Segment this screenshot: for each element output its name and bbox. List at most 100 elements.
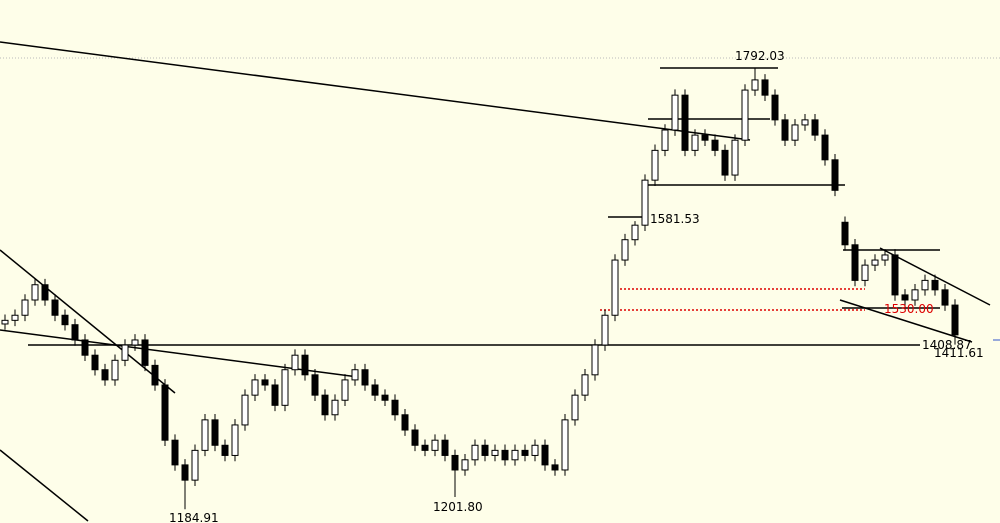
candle-body: [611, 259, 619, 316]
candle-body: [341, 379, 349, 401]
candle-body: [21, 299, 29, 316]
candle-body: [491, 449, 499, 456]
candle-body: [671, 94, 679, 131]
candle-body: [351, 369, 359, 381]
candle-body: [461, 459, 469, 471]
candle-body: [881, 254, 889, 261]
candle-body: [191, 449, 199, 481]
candle-body: [511, 449, 519, 461]
candle-body: [51, 299, 59, 316]
candle-body: [541, 444, 549, 466]
candle-body: [231, 424, 239, 456]
candle-body: [911, 289, 919, 301]
candle-body: [941, 289, 949, 306]
candle-body: [741, 89, 749, 141]
candle-body: [921, 279, 929, 291]
candle-body: [641, 179, 649, 226]
candle-body: [891, 254, 899, 296]
candle-body: [581, 374, 589, 396]
candle-body: [601, 314, 609, 346]
candle-body: [301, 354, 309, 376]
candle-body: [681, 94, 689, 151]
candle-body: [81, 339, 89, 356]
candle-body: [731, 139, 739, 176]
candle-body: [141, 339, 149, 366]
candle-body: [661, 129, 669, 151]
candle-body: [261, 379, 269, 386]
candle-body: [821, 134, 829, 161]
candle-body: [861, 264, 869, 281]
trend-line: [0, 41, 751, 141]
candle-body: [421, 444, 429, 451]
candle-body: [291, 354, 299, 371]
candle-body: [121, 344, 129, 361]
candle-body: [171, 439, 179, 466]
candle-body: [901, 294, 909, 301]
candle-body: [801, 119, 809, 126]
annotation: 1792.03: [735, 49, 785, 63]
candle-body: [761, 79, 769, 96]
channel-line: [839, 299, 973, 343]
candle-body: [711, 139, 719, 151]
candle-body: [851, 244, 859, 281]
annotation: 1408.87: [922, 338, 972, 352]
annotation: 1184.91: [169, 511, 219, 523]
candle-body: [591, 344, 599, 376]
candle-body: [561, 419, 569, 471]
candle-body: [481, 444, 489, 456]
annotation: 1411.61: [934, 346, 984, 360]
candle-body: [871, 259, 879, 266]
candle-body: [1, 319, 9, 325]
candle-body: [521, 449, 529, 456]
candle-body: [951, 304, 959, 336]
candle-body: [311, 374, 319, 396]
candle-body: [751, 79, 759, 91]
trend-line: [0, 449, 89, 522]
candle-body: [631, 224, 639, 241]
candle-body: [251, 379, 259, 396]
candle-body: [211, 419, 219, 446]
candle-body: [411, 429, 419, 446]
candle-body: [71, 324, 79, 341]
candle-body: [721, 149, 729, 176]
candle-body: [281, 369, 289, 406]
candle-body: [11, 314, 19, 321]
candles: [1, 68, 959, 510]
candle-body: [221, 444, 229, 456]
candle-body: [501, 449, 509, 461]
candle-body: [131, 339, 139, 346]
candle-body: [451, 454, 459, 471]
candle-body: [101, 369, 109, 381]
candle-body: [621, 239, 629, 261]
candle-body: [771, 94, 779, 121]
candle-body: [571, 394, 579, 421]
trend-line: [0, 249, 176, 394]
candle-body: [651, 149, 659, 181]
candle-body: [371, 384, 379, 396]
candle-body: [811, 119, 819, 136]
candle-body: [431, 439, 439, 451]
candle-body: [841, 221, 849, 246]
annotation: 1530.00: [884, 302, 934, 316]
candle-body: [471, 444, 479, 461]
candle-body: [791, 124, 799, 141]
candle-body: [241, 394, 249, 426]
candle-body: [61, 314, 69, 326]
candle-body: [201, 419, 209, 451]
candle-body: [321, 394, 329, 416]
annotation: 1201.80: [433, 500, 483, 514]
candle-body: [551, 464, 559, 471]
candle-body: [441, 439, 449, 456]
candle-body: [381, 394, 389, 401]
candle-body: [41, 284, 49, 301]
candle-body: [361, 369, 369, 386]
candle-body: [31, 284, 39, 301]
candle-body: [401, 414, 409, 431]
candle-body: [151, 364, 159, 386]
candle-body: [831, 159, 839, 191]
candle-body: [931, 279, 939, 291]
candle-body: [161, 384, 169, 441]
candle-body: [331, 399, 339, 416]
